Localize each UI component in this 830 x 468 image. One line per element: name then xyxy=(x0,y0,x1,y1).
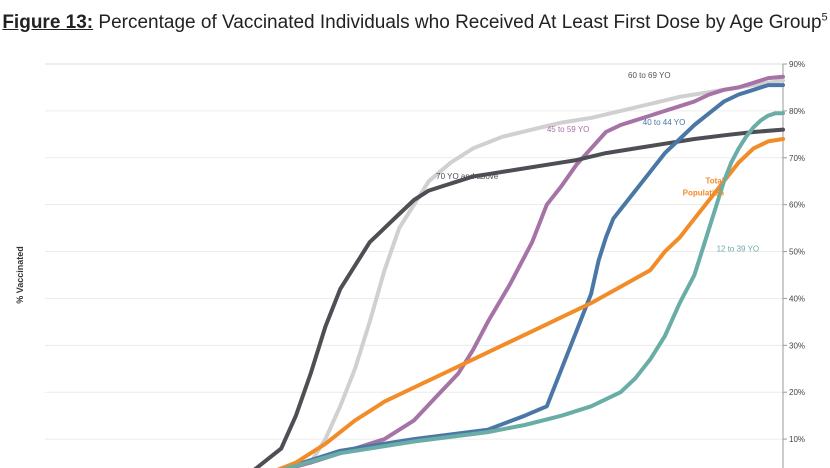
series-annotation: 60 to 69 YO xyxy=(628,71,671,80)
figure-title-superscript: 5 xyxy=(821,11,828,24)
series-annotation: 12 to 39 YO xyxy=(717,245,760,254)
y-tick-label: 80% xyxy=(789,107,805,116)
series-annotation: 40 to 44 YO xyxy=(643,118,686,127)
y-tick-label: 60% xyxy=(789,201,805,210)
figure-title: Figure 13: Percentage of Vaccinated Indi… xyxy=(0,12,830,34)
series-annotation: Population xyxy=(683,188,724,197)
y-tick-label: 50% xyxy=(789,248,805,257)
y-tick-label: 20% xyxy=(789,388,805,397)
figure-label: Figure 13: xyxy=(2,12,94,33)
y-tick-label: 90% xyxy=(789,60,805,69)
y-tick-label: 70% xyxy=(789,154,805,163)
series-line-70-yo-and-above xyxy=(253,127,785,468)
y-tick-label: 30% xyxy=(789,341,805,350)
figure-title-text: Percentage of Vaccinated Individuals who… xyxy=(93,12,822,33)
series-line-40-to-44-yo xyxy=(279,83,785,468)
series-annotation: 45 to 59 YO xyxy=(547,125,590,134)
series-line-60-to-69-yo xyxy=(282,78,785,468)
y-tick-label: 10% xyxy=(789,435,805,444)
y-tick-label: 40% xyxy=(789,294,805,303)
series-annotation: Total xyxy=(705,177,724,186)
series-annotation: 70 YO and above xyxy=(436,172,499,181)
series-line-12-to-39-yo xyxy=(281,111,785,468)
series-line-45-to-59-yo xyxy=(282,74,785,468)
